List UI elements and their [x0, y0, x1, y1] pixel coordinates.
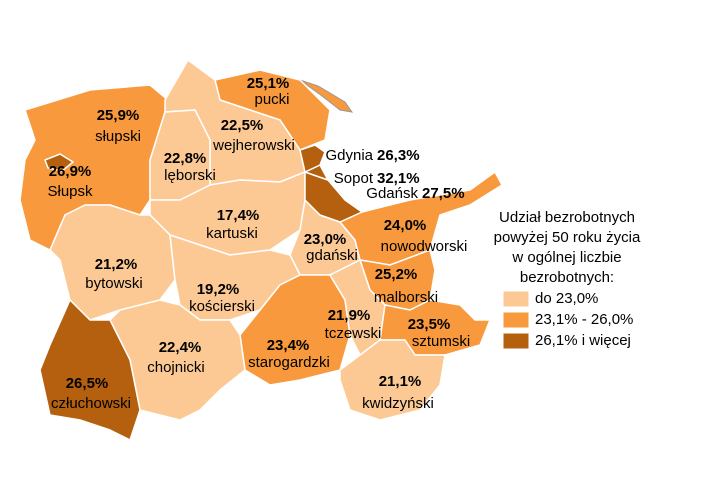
city-name: Gdynia [325, 147, 373, 164]
value-label: 22,4% [159, 339, 202, 356]
value-label: 26,5% [66, 375, 109, 392]
value-label: 17,4% [217, 207, 260, 224]
region-name: Słupsk [47, 183, 93, 200]
region-name: kościerski [189, 298, 255, 315]
region-name: lęborski [164, 167, 216, 184]
value-label: 25,1% [247, 75, 290, 92]
city-name: Sopot [334, 170, 374, 187]
value-label: 23,0% [304, 231, 347, 248]
hel-peninsula [299, 79, 354, 113]
regions [19, 59, 503, 441]
value-label: 26,3% [377, 147, 420, 164]
legend-title: powyżej 50 roku życia [494, 229, 641, 246]
region-name: starogardzki [248, 354, 330, 371]
legend: Udział bezrobotnych powyżej 50 roku życia… [494, 209, 641, 350]
labels: 25,9% słupski 26,9% Słupsk 25,1%pucki 22,5% we… [47, 75, 470, 412]
region [304, 171, 363, 223]
legend-label: do 23,0% [535, 290, 598, 307]
value-label: 21,9% [328, 307, 371, 324]
value-label: 22,5% [221, 117, 264, 134]
legend-title: Udział bezrobotnych [499, 209, 635, 226]
region-name: bytowski [85, 275, 143, 292]
region-name: pucki [254, 91, 289, 108]
value-label: 32,1% [377, 170, 420, 187]
value-label: 26,9% [49, 163, 92, 180]
region [49, 204, 176, 321]
region-name: sztumski [412, 333, 470, 350]
region-name: tczewski [325, 325, 382, 342]
value-label: 23,4% [267, 337, 310, 354]
region [44, 153, 74, 172]
value-label: 25,2% [375, 266, 418, 283]
legend-swatch [502, 311, 530, 329]
value-label: 21,2% [95, 256, 138, 273]
region [39, 299, 141, 441]
region-name: nowodworski [381, 238, 468, 255]
region-name: kartuski [206, 225, 258, 242]
region [299, 144, 326, 173]
value-label: 19,2% [197, 281, 240, 298]
value-label: 21,1% [379, 373, 422, 390]
region-name: człuchowski [51, 395, 131, 412]
region-name: kwidzyński [362, 395, 434, 412]
legend-swatch [502, 332, 530, 350]
value-label: 27,5% [422, 185, 465, 202]
region-name: wejherowski [212, 137, 295, 154]
region [339, 339, 446, 421]
value-label: 22,8% [164, 150, 207, 167]
region-name: chojnicki [147, 359, 205, 376]
legend-label: 26,1% i więcej [535, 332, 631, 349]
value-label: 24,0% [384, 217, 427, 234]
region-name: gdański [306, 247, 358, 264]
legend-title: bezrobotnych: [520, 269, 614, 286]
legend-swatch [502, 290, 530, 308]
legend-label: 23,1% - 26,0% [535, 311, 633, 328]
legend-title: w ogólnej liczbie [511, 249, 621, 266]
value-label: 23,5% [408, 316, 451, 333]
value-label: 25,9% [97, 107, 140, 124]
region-name: słupski [95, 128, 141, 145]
region-name: malborski [374, 289, 438, 306]
city-name: Gdańsk [366, 185, 418, 202]
